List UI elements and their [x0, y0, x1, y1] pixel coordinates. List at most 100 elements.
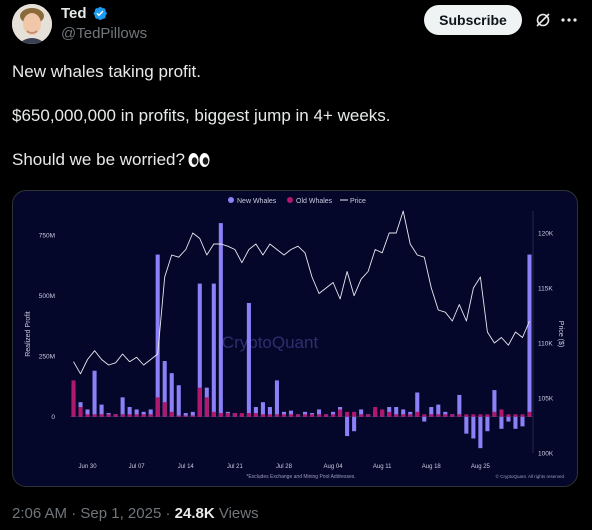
old-whales-bar	[422, 414, 427, 417]
new-whales-bar	[415, 392, 420, 417]
grok-icon[interactable]	[535, 12, 551, 28]
old-whales-bar	[78, 407, 83, 417]
new-whales-bar	[120, 397, 125, 417]
old-whales-bar	[92, 414, 97, 417]
tweet-meta: 2:06 AM · Sep 1, 2025 · 24.8K Views	[12, 505, 259, 522]
old-whales-bar	[415, 411, 420, 417]
old-whales-bar	[520, 414, 525, 417]
old-whales-bar	[331, 414, 336, 417]
old-whales-bar	[506, 414, 511, 417]
old-whales-bar	[71, 380, 76, 417]
new-whales-bar	[492, 390, 497, 417]
old-whales-bar	[387, 411, 392, 417]
x-tick-label: Jul 28	[276, 464, 293, 470]
x-tick-label: Jul 14	[178, 464, 195, 470]
new-whales-bar	[478, 416, 483, 449]
old-whales-bar	[324, 414, 329, 417]
old-whales-bar	[359, 414, 364, 417]
old-whales-bar	[492, 411, 497, 417]
new-whales-bar	[183, 413, 188, 417]
new-whales-bar	[218, 223, 223, 417]
old-whales-bar	[380, 409, 385, 417]
author-name[interactable]: Ted	[61, 5, 87, 22]
old-whales-bar	[317, 414, 322, 417]
y-tick-label: 0	[51, 414, 55, 421]
old-whales-bar	[148, 414, 153, 417]
old-whales-bar	[85, 414, 90, 417]
new-whales-bar	[92, 370, 97, 417]
verified-badge-icon[interactable]	[91, 5, 108, 22]
new-whales-bar	[85, 409, 90, 417]
old-whales-bar	[260, 414, 265, 417]
y-tick-label: 750M	[39, 233, 55, 240]
old-whales-bar	[352, 411, 357, 417]
meta-separator: ·	[165, 505, 175, 522]
legend-new-whales-swatch	[228, 197, 234, 203]
new-whales-bar	[429, 407, 434, 417]
tweet-time[interactable]: 2:06 AM	[12, 505, 68, 522]
new-whales-bar	[520, 416, 525, 427]
old-whales-bar	[253, 413, 258, 417]
chart-footnote: *Excludes Exchange and Mining Pool Addre…	[246, 474, 355, 480]
old-whales-bar	[190, 415, 195, 417]
y-tick-label: 250M	[39, 354, 55, 361]
new-whales-bar	[513, 416, 518, 429]
legend-new-whales: New Whales	[237, 198, 277, 205]
old-whales-bar	[513, 414, 518, 417]
old-whales-bar	[211, 411, 216, 417]
new-whales-bar	[401, 409, 406, 417]
old-whales-bar	[429, 414, 434, 417]
new-whales-bar	[148, 409, 153, 417]
old-whales-bar	[464, 414, 469, 417]
subscribe-button[interactable]: Subscribe	[424, 5, 522, 35]
new-whales-bar	[457, 394, 462, 417]
new-whales-bar	[485, 416, 490, 432]
tweet-date[interactable]: Sep 1, 2025	[80, 505, 162, 522]
tweet-line-1: New whales taking profit.	[12, 62, 201, 81]
new-whales-bar	[527, 254, 532, 417]
x-tick-label: Aug 25	[471, 464, 491, 470]
old-whales-bar	[197, 387, 202, 417]
old-whales-bar	[141, 414, 146, 417]
new-whales-bar	[345, 416, 350, 437]
y-axis-label: Realized Profit	[25, 311, 32, 357]
y2-tick-label: 110K	[538, 341, 553, 348]
old-whales-bar	[239, 413, 244, 417]
x-tick-label: Aug 18	[422, 464, 442, 470]
old-whales-bar	[309, 414, 315, 417]
old-whales-bar	[155, 397, 160, 417]
new-whales-bar	[176, 385, 181, 417]
realized-profit-chart: New Whales Old Whales Price CryptoQuant …	[25, 197, 565, 480]
price-series-line	[73, 210, 530, 375]
new-whales-bar	[127, 407, 132, 417]
old-whales-bar	[443, 414, 448, 417]
new-whales-bar	[436, 404, 441, 417]
chart-image[interactable]: New Whales Old Whales Price CryptoQuant …	[12, 190, 578, 487]
old-whales-bar	[99, 414, 104, 417]
old-whales-bar	[295, 414, 301, 417]
new-whales-bar	[422, 416, 427, 422]
new-whales-bar	[253, 407, 258, 417]
author-avatar[interactable]	[12, 4, 52, 44]
y2-axis-label: Price ($)	[557, 321, 564, 347]
new-whales-bar	[155, 254, 160, 417]
old-whales-bar	[218, 413, 223, 417]
x-tick-label: Aug 11	[373, 464, 392, 470]
legend-old-whales: Old Whales	[296, 198, 333, 205]
old-whales-bar	[338, 409, 343, 417]
y2-tick-label: 115K	[538, 286, 553, 293]
new-whales-bar	[211, 283, 216, 417]
old-whales-bar	[106, 414, 111, 417]
chart-copyright: © CryptoQuant. All rights reserved	[496, 473, 565, 479]
avatar-portrait	[12, 4, 52, 44]
chart-legend: New Whales Old Whales Price	[228, 197, 366, 205]
more-icon[interactable]	[560, 12, 578, 28]
old-whales-bar	[162, 402, 167, 417]
y-tick-label: 500M	[39, 293, 55, 300]
y2-tick-label: 100K	[538, 451, 554, 458]
author-handle[interactable]: @TedPillows	[61, 25, 148, 42]
new-whales-bar	[274, 380, 279, 417]
new-whales-bar	[134, 409, 139, 417]
new-whales-bar	[260, 402, 265, 417]
new-whales-bar	[506, 416, 511, 422]
